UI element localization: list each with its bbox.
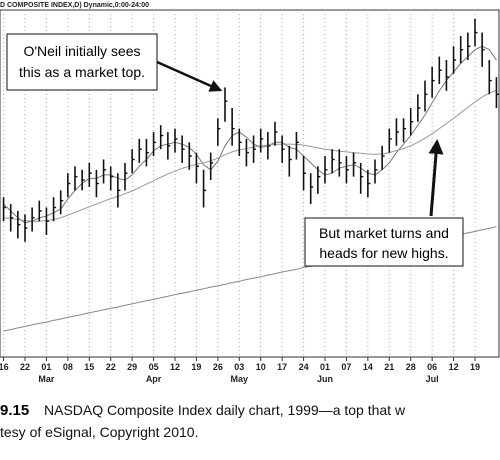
x-tick-label: 19 — [191, 362, 201, 372]
annotation-arrow — [156, 60, 223, 92]
x-tick-label: 24 — [299, 362, 309, 372]
plot-frame — [0, 9, 500, 358]
x-tick-label: 21 — [384, 362, 394, 372]
x-tick-label: 28 — [406, 362, 416, 372]
plot-layer: 16 22 01 Mar 08 15 22 29 05 Apr 12 19 26 03 May 10 17 24 0… — [0, 10, 499, 384]
x-tick-label: 19 — [470, 362, 480, 372]
x-tick-label: 12 — [170, 362, 180, 372]
x-tick-label: 08 — [63, 362, 73, 372]
annotation-text: But market turns and — [319, 225, 449, 241]
x-tick-label: 29 — [127, 362, 137, 372]
moving-average — [3, 89, 497, 222]
moving-average — [3, 45, 497, 224]
month-label: Apr — [146, 374, 162, 384]
annotation-text: this as a market top. — [19, 64, 145, 80]
x-tick-label: 22 — [106, 362, 116, 372]
month-label: May — [231, 374, 249, 384]
x-tick-label: 05 — [149, 362, 159, 372]
x-tick-label: 10 — [256, 362, 266, 372]
chart-header: D COMPOSITE INDEX,D) Dynamic,0:00-24:00 — [0, 2, 149, 9]
month-label: Mar — [38, 374, 55, 384]
annotation-text: O'Neil initially sees — [23, 43, 140, 59]
x-tick-label: 22 — [20, 362, 30, 372]
x-tick-label: 01 — [320, 362, 330, 372]
annotation-box — [6, 33, 158, 91]
annotation-box — [304, 217, 464, 267]
month-label: Jun — [317, 374, 333, 384]
x-tick-label: 26 — [213, 362, 223, 372]
annotation-arrow — [428, 139, 444, 217]
figure-number: 9.15 — [0, 402, 29, 419]
x-tick-label: 01 — [41, 362, 51, 372]
x-tick-label: 14 — [363, 362, 373, 372]
x-tick-label: 03 — [234, 362, 244, 372]
x-tick-label: 12 — [449, 362, 459, 372]
annotation-text: heads for new highs. — [319, 245, 448, 261]
caption: tesy of eSignal, Copyright 2010. — [0, 424, 198, 440]
x-tick-label: 16 — [0, 362, 9, 372]
x-tick-label: 15 — [84, 362, 94, 372]
x-tick-label: 07 — [341, 362, 351, 372]
month-label: Jul — [426, 374, 439, 384]
x-tick-label: 17 — [277, 362, 287, 372]
x-tick-label: 06 — [427, 362, 437, 372]
caption: NASDAQ Composite Index daily chart, 1999… — [44, 402, 406, 418]
